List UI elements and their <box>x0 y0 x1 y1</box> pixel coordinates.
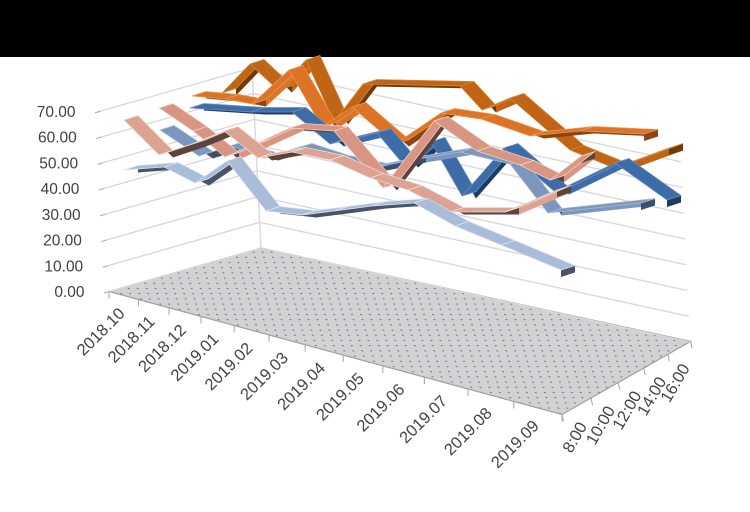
svg-text:20.00: 20.00 <box>43 233 82 250</box>
svg-text:70.00: 70.00 <box>37 104 76 121</box>
svg-text:10.00: 10.00 <box>44 258 83 275</box>
svg-text:60.00: 60.00 <box>38 130 77 147</box>
svg-text:0.00: 0.00 <box>54 284 85 301</box>
svg-text:50.00: 50.00 <box>39 155 78 172</box>
svg-text:30.00: 30.00 <box>42 207 81 224</box>
svg-text:40.00: 40.00 <box>41 181 80 198</box>
